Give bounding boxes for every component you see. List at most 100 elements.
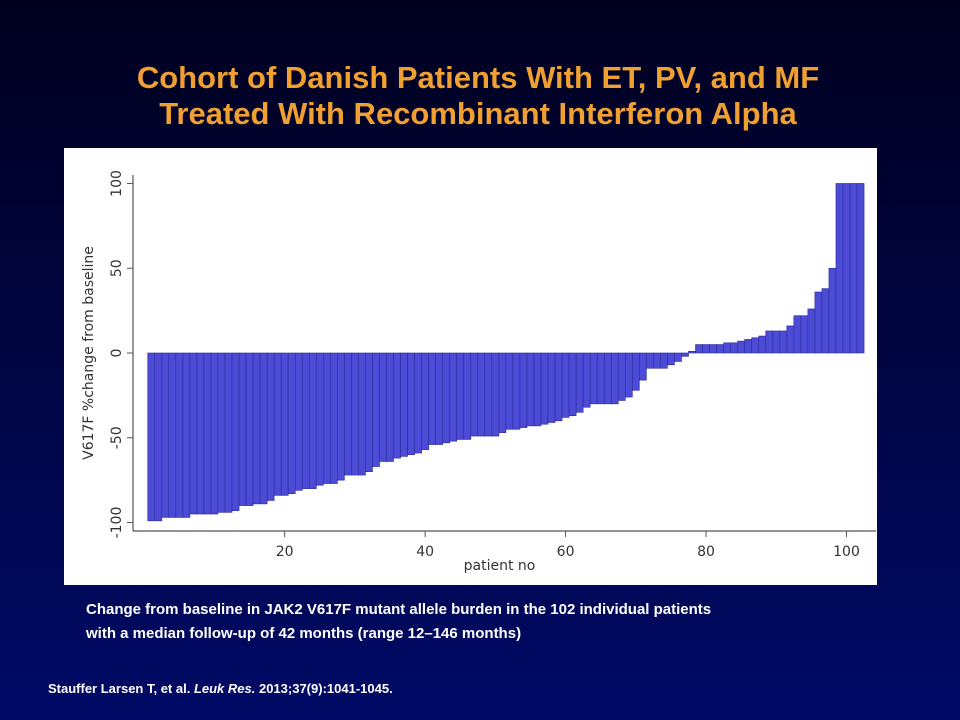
bar: [358, 352, 366, 476]
bar: [154, 352, 163, 522]
bar: [189, 352, 198, 515]
bar: [765, 330, 774, 354]
caption-line: Change from baseline in JAK2 V617F mutan…: [86, 601, 711, 618]
bar: [498, 352, 507, 433]
bar: [821, 288, 830, 354]
bar: [751, 337, 760, 354]
bar: [323, 352, 331, 484]
bar: [639, 352, 647, 381]
bar: [660, 352, 668, 369]
x-tick-label: 40: [416, 544, 434, 560]
bar: [540, 352, 549, 425]
bar: [280, 352, 289, 496]
title-line: Cohort of Danish Patients With ET, PV, a…: [137, 60, 819, 95]
bar: [772, 330, 781, 354]
bar: [674, 352, 682, 362]
bar: [449, 352, 458, 442]
citation-authors: Stauffer Larsen T, et al.: [48, 681, 194, 696]
bar: [800, 315, 809, 354]
bar: [351, 352, 359, 476]
bar: [596, 352, 605, 405]
bar: [147, 352, 156, 522]
bar: [386, 352, 394, 462]
bar: [835, 183, 844, 354]
bar: [273, 352, 282, 496]
bar: [779, 330, 788, 354]
bar: [372, 352, 380, 467]
bar: [330, 352, 338, 484]
bar: [610, 352, 619, 405]
bar: [491, 352, 500, 437]
bar: [210, 352, 219, 515]
bar: [842, 183, 851, 354]
bar: [505, 352, 514, 430]
bar: [287, 352, 296, 495]
title-line: Treated With Recombinant Interferon Alph…: [159, 96, 797, 131]
bar: [315, 352, 324, 486]
bar: [365, 352, 373, 472]
y-tick-label: 0: [109, 349, 125, 358]
bar: [730, 342, 738, 354]
y-tick-label: 50: [109, 259, 125, 277]
bar: [814, 291, 823, 354]
bar: [695, 344, 703, 354]
bar: [407, 352, 415, 456]
bar: [575, 352, 584, 413]
bar: [688, 351, 696, 354]
bar: [568, 352, 577, 417]
x-tick-label: 100: [833, 544, 860, 560]
plot: -100 -50 0 50 100 20 40 60 80 100 patient no V617F …: [81, 170, 876, 574]
bar: [456, 352, 465, 440]
bar: [421, 352, 429, 450]
bar: [266, 352, 275, 501]
bar: [252, 352, 261, 505]
bar: [428, 352, 436, 445]
bar: [463, 352, 472, 440]
bar: [379, 352, 387, 462]
bar: [519, 352, 528, 428]
bar: [533, 352, 542, 427]
x-axis-label: patient no: [464, 558, 536, 574]
bar: [393, 352, 401, 459]
bar: [723, 342, 731, 354]
bar: [554, 352, 563, 422]
bar: [758, 335, 767, 354]
bar: [182, 352, 191, 518]
bar: [603, 352, 612, 405]
bar: [653, 352, 661, 369]
bar: [161, 352, 170, 518]
bar: [196, 352, 205, 515]
bar: [702, 344, 710, 354]
bar: [681, 352, 689, 357]
citation-journal: Leuk Res.: [194, 681, 255, 696]
bar: [646, 352, 654, 369]
bar: [793, 315, 802, 354]
bar: [414, 352, 422, 454]
bar: [807, 308, 816, 354]
y-axis-label: V617F %change from baseline: [81, 246, 97, 460]
y-tick-label: 100: [109, 170, 125, 197]
bar: [617, 352, 626, 401]
bar: [175, 352, 184, 518]
bar: [856, 183, 865, 354]
bar: [168, 352, 177, 518]
bar: [308, 352, 317, 489]
bar: [442, 352, 451, 444]
bar: [435, 352, 444, 445]
bar: [589, 352, 598, 405]
bar: [828, 267, 837, 354]
bar: [238, 352, 247, 506]
bar: [667, 352, 675, 366]
y-tick-label: -50: [109, 426, 125, 449]
y-tick-label: -100: [109, 507, 125, 539]
bar: [547, 352, 556, 423]
bar: [245, 352, 254, 506]
bar: [259, 352, 268, 505]
bar: [231, 352, 240, 511]
bar: [632, 352, 640, 391]
bar: [744, 339, 752, 354]
bar: [203, 352, 212, 515]
bar: [477, 352, 486, 437]
bar: [294, 352, 303, 491]
